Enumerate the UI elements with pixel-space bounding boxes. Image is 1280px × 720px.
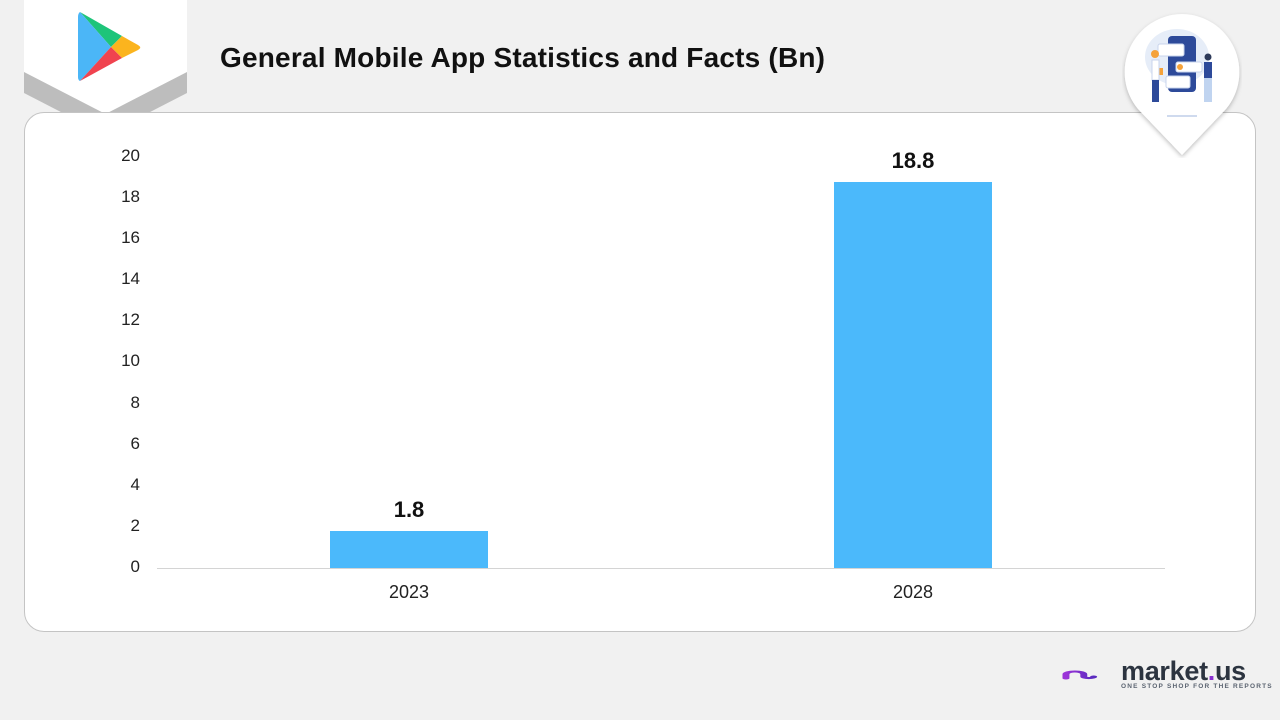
y-tick-label: 8 bbox=[130, 393, 140, 412]
y-tick-label: 2 bbox=[130, 516, 140, 535]
brand-dot: . bbox=[1207, 656, 1216, 686]
y-tick-label: 0 bbox=[130, 557, 140, 576]
bar-2028 bbox=[834, 181, 992, 568]
bar-2023 bbox=[330, 531, 488, 568]
market-us-logo-icon bbox=[1062, 670, 1098, 680]
x-tick-label: 2028 bbox=[892, 582, 934, 602]
brand-name-main: market bbox=[1121, 656, 1208, 686]
bar-value-label: 18.8 bbox=[891, 147, 935, 173]
y-tick-label: 20 bbox=[121, 146, 140, 165]
google-play-icon bbox=[78, 12, 141, 81]
y-tick-label: 14 bbox=[121, 269, 140, 288]
brand-suffix: us bbox=[1214, 656, 1246, 686]
brand-tagline: ONE STOP SHOP FOR THE REPORTS bbox=[1121, 683, 1273, 690]
y-tick-label: 4 bbox=[130, 475, 140, 494]
x-tick-label: 2023 bbox=[388, 582, 430, 602]
chart-panel bbox=[24, 112, 1256, 632]
app-development-illustration bbox=[1124, 14, 1240, 155]
y-tick-label: 16 bbox=[121, 228, 140, 247]
page-title: General Mobile App Statistics and Facts … bbox=[220, 42, 826, 73]
y-tick-label: 12 bbox=[121, 310, 140, 329]
x-axis-line bbox=[157, 568, 1165, 569]
y-tick-label: 10 bbox=[121, 351, 140, 370]
bar-value-label: 1.8 bbox=[393, 497, 425, 522]
y-tick-label: 18 bbox=[121, 187, 140, 206]
y-tick-label: 6 bbox=[130, 434, 140, 453]
brand-name: market.us bbox=[1121, 656, 1246, 687]
google-play-badge bbox=[24, 0, 187, 135]
